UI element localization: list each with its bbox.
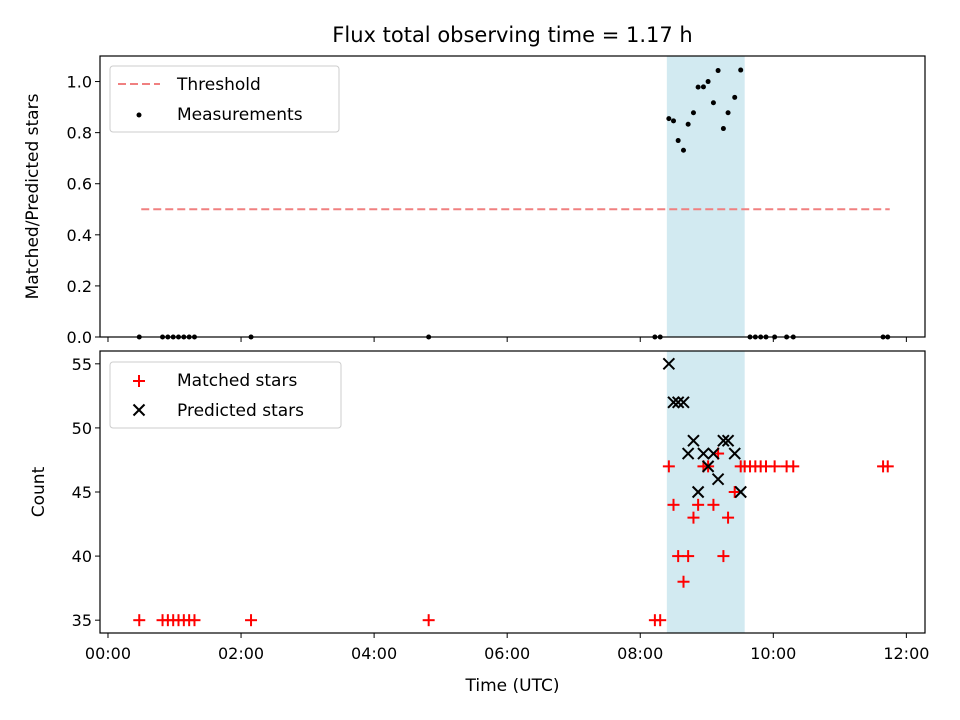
top-y-axis-label: Matched/Predicted stars xyxy=(23,93,43,299)
bottom-plot-area xyxy=(133,357,894,627)
matched-star-point xyxy=(768,460,781,473)
observing-window-shade-top xyxy=(666,56,745,337)
measurement-point xyxy=(671,118,677,124)
top-y-tick-label: 0.2 xyxy=(67,277,92,296)
top-y-tick-label: 1.0 xyxy=(67,73,92,92)
matched-star-point xyxy=(707,498,720,511)
legend-label-threshold: Threshold xyxy=(176,75,261,95)
matched-star-point xyxy=(881,460,894,473)
top-y-tick-label: 0.6 xyxy=(67,175,92,194)
top-panel: 0.0 0.2 0.4 0.6 0.8 1.0 Flux total observing … xyxy=(23,23,926,347)
measurement-point xyxy=(738,67,744,73)
matched-star-point xyxy=(677,575,690,588)
top-y-tick-label: 0.4 xyxy=(67,226,92,245)
measurement-point xyxy=(715,68,721,74)
predicted-star-point xyxy=(671,396,685,409)
bottom-x-axis: 00:00 02:00 04:00 06:00 08:00 10:00 12:00 xyxy=(85,633,929,663)
measurement-point xyxy=(720,126,726,132)
legend-plus xyxy=(133,375,145,387)
predicted-star-point xyxy=(687,434,700,447)
measurement-point xyxy=(705,79,711,85)
predicted-star-point xyxy=(717,434,730,447)
top-legend-box xyxy=(109,65,340,133)
legend-label-matched-stars: Matched stars xyxy=(177,371,297,391)
measurement-point xyxy=(700,84,706,90)
predicted-star-point xyxy=(711,472,725,486)
matched-star-point xyxy=(722,511,735,524)
bottom-legend-box xyxy=(109,361,342,429)
matched-star-point xyxy=(787,460,800,473)
matched-stars-legend-marker xyxy=(133,375,145,387)
x-tick-label: 04:00 xyxy=(351,644,397,663)
measurement-point xyxy=(685,121,691,127)
x-tick-label: 10:00 xyxy=(750,644,796,663)
matched-star-point xyxy=(654,614,667,627)
top-y-tick-label: 0.0 xyxy=(67,328,92,347)
chart-title: Flux total observing time = 1.17 h xyxy=(332,23,692,47)
predicted-star-point xyxy=(734,485,747,499)
predicted-star-point xyxy=(667,396,680,409)
matched-star-point xyxy=(692,498,705,511)
measurement-point xyxy=(666,116,672,122)
top-x-ticks xyxy=(107,337,907,342)
matched-star-point xyxy=(717,550,730,563)
x-tick-label: 06:00 xyxy=(484,644,530,663)
predicted-star-point xyxy=(728,447,741,460)
measurement-point xyxy=(695,84,701,90)
matched-star-point xyxy=(245,614,258,627)
predicted-star-point xyxy=(681,447,695,460)
legend-label-predicted-stars: Predicted stars xyxy=(177,401,304,421)
measurement-point xyxy=(725,110,731,116)
measurements-legend-marker xyxy=(136,112,142,118)
x-tick-label: 12:00 xyxy=(883,644,929,663)
measurement-point xyxy=(732,94,738,100)
predicted-star-point xyxy=(721,434,735,447)
legend-label-measurements: Measurements xyxy=(177,105,303,125)
bottom-y-axis: 35 40 45 50 55 xyxy=(72,355,100,630)
matched-star-point xyxy=(133,614,146,627)
bottom-legend: Matched stars Predicted stars xyxy=(109,361,342,429)
matched-star-point xyxy=(728,486,741,498)
predicted-stars-legend-marker xyxy=(132,403,146,417)
predicted-star-point xyxy=(707,447,720,460)
legend-x xyxy=(132,403,146,417)
matched-star-point xyxy=(667,498,680,511)
top-y-tick-label: 0.8 xyxy=(67,124,92,143)
bottom-y-tick-label: 40 xyxy=(72,547,92,566)
bottom-panel: 35 40 45 50 55 00:00 02:00 04:00 06:00 08:00 10:0… xyxy=(29,350,929,696)
predicted-star-point xyxy=(701,460,715,473)
predicted-star-point xyxy=(691,485,705,499)
measurement-point xyxy=(710,100,716,106)
measurement-point xyxy=(675,138,681,144)
matched-star-point xyxy=(682,550,695,563)
top-y-axis: 0.0 0.2 0.4 0.6 0.8 1.0 xyxy=(67,73,100,347)
bottom-y-axis-label: Count xyxy=(29,466,49,517)
measurement-point xyxy=(690,110,696,116)
x-tick-label: 08:00 xyxy=(617,644,663,663)
x-tick-label: 02:00 xyxy=(218,644,264,663)
predicted-star-point xyxy=(662,357,676,371)
measurement-point xyxy=(680,147,686,153)
predicted-star-point xyxy=(697,447,710,460)
bottom-y-tick-label: 45 xyxy=(72,483,92,502)
top-plot-area xyxy=(136,67,891,340)
matched-star-point xyxy=(662,460,675,473)
x-tick-label: 00:00 xyxy=(85,644,131,663)
matched-star-point xyxy=(422,614,435,627)
top-axes-frame xyxy=(99,55,926,338)
bottom-y-tick-label: 55 xyxy=(72,355,92,374)
x-axis-label: Time (UTC) xyxy=(465,676,560,696)
top-legend: Threshold Measurements xyxy=(109,65,340,133)
matched-star-point xyxy=(188,614,201,627)
bottom-y-tick-label: 50 xyxy=(72,419,92,438)
predicted-star-point xyxy=(677,396,690,409)
matched-star-point xyxy=(687,511,700,524)
bottom-y-tick-label: 35 xyxy=(72,611,92,630)
